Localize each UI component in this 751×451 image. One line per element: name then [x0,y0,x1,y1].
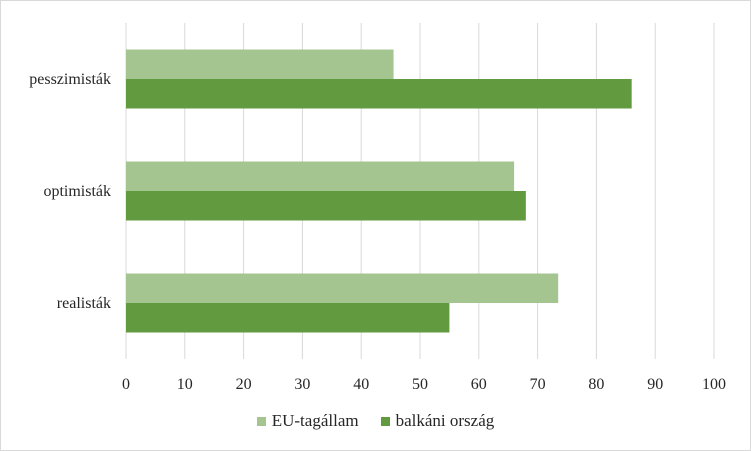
bar [126,161,515,191]
x-tick-label: 90 [647,376,663,393]
x-tick-label: 20 [236,376,252,393]
legend-label-series-2: balkáni ország [395,411,495,430]
x-tick-label: 70 [530,376,546,393]
bar [126,49,394,79]
bar [126,191,526,221]
legend-label-series-1: EU-tagállam [271,411,359,430]
bars [126,49,632,333]
x-tick-label: 40 [353,376,369,393]
bar [126,79,632,109]
category-label: realisták [57,295,111,312]
x-tick-label: 100 [702,376,726,393]
category-label: optimisták [43,183,111,200]
x-tick-label: 30 [294,376,310,393]
bar [126,273,559,303]
x-tick-label: 50 [412,376,428,393]
category-label: pesszimisták [29,71,111,88]
x-tick-labels: 0 10 20 30 40 50 60 70 80 90 100 [122,376,726,393]
x-tick-label: 0 [122,376,130,393]
legend-item-series-2: balkáni ország [380,411,495,431]
legend-item-series-1: EU-tagállam [256,411,359,431]
x-tick-label: 10 [177,376,193,393]
x-tick-label: 80 [588,376,604,393]
x-tick-label: 60 [471,376,487,393]
bar [126,303,450,333]
legend-swatch-series-1 [256,416,266,426]
legend: EU-tagállam balkáni ország [1,411,750,431]
legend-swatch-series-2 [380,416,390,426]
category-labels: pesszimisták optimisták realisták [29,71,111,312]
